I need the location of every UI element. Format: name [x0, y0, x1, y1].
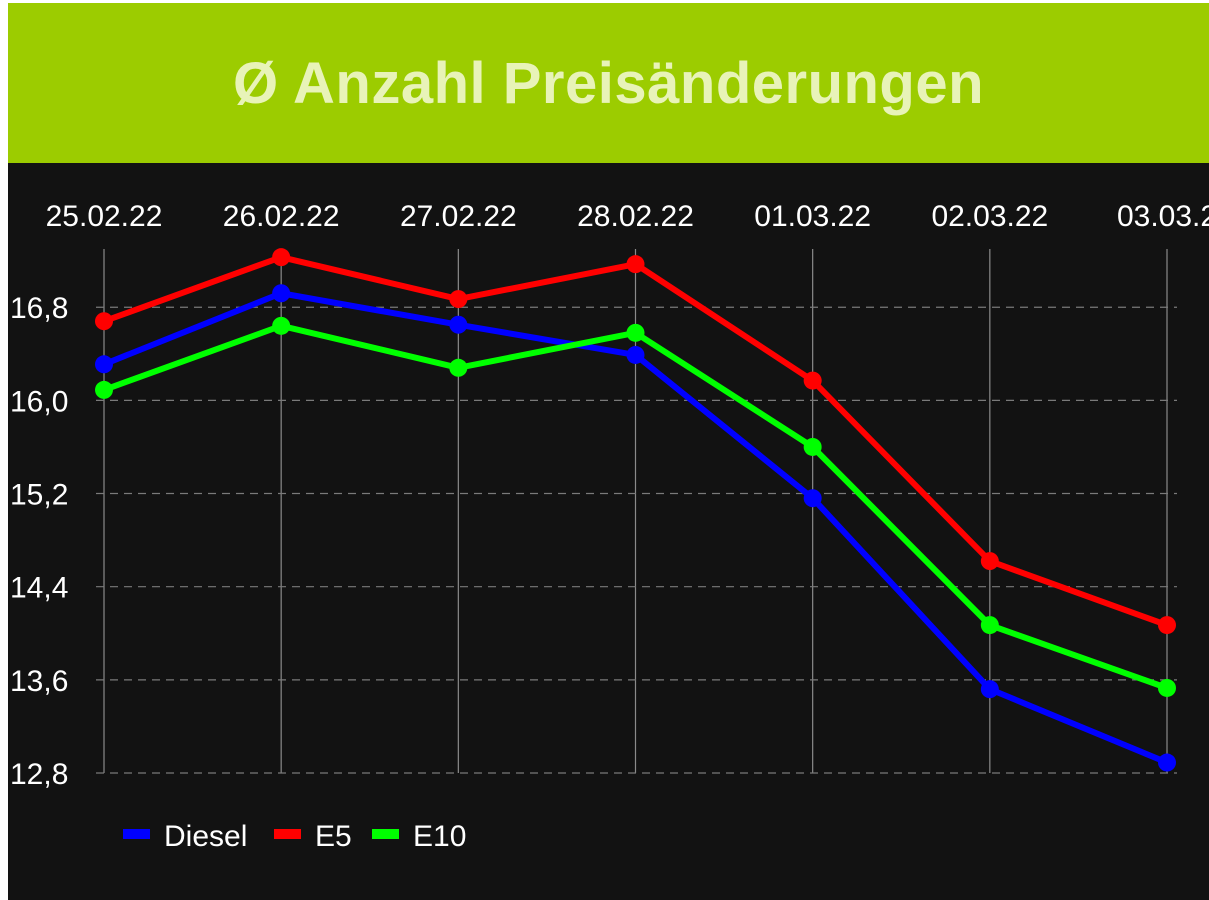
legend-label-e10: E10 — [413, 820, 466, 853]
legend-swatch-diesel — [123, 829, 150, 839]
data-point-e10 — [980, 616, 999, 635]
x-tick-label: 28.02.22 — [577, 200, 694, 233]
legend-swatch-e5 — [274, 829, 301, 839]
x-tick-label: 03.03.2 — [1117, 200, 1209, 233]
data-point-diesel — [272, 284, 291, 303]
app-screen: Ø Anzahl Preisänderungen 12,8 13,6 14,4 15,… — [8, 3, 1209, 900]
legend-label-diesel: Diesel — [164, 820, 247, 853]
data-point-diesel — [803, 489, 822, 508]
x-tick-label: 26.02.22 — [223, 200, 340, 233]
line-chart: 12,8 13,6 14,4 15,2 16,0 16,8 25.02.22 26.02.22… — [10, 200, 1209, 853]
data-point-e10 — [449, 358, 468, 377]
data-point-e5 — [272, 248, 291, 267]
y-tick-label: 14,4 — [10, 572, 68, 605]
data-point-diesel — [95, 355, 113, 374]
x-tick-label: 01.03.22 — [754, 200, 871, 233]
y-tick-label: 16,0 — [10, 385, 68, 418]
data-point-diesel — [1158, 753, 1176, 772]
data-point-e10 — [626, 323, 645, 342]
data-point-diesel — [980, 680, 999, 699]
y-tick-label: 15,2 — [10, 479, 68, 512]
y-tick-label: 12,8 — [10, 758, 68, 791]
data-point-diesel — [626, 345, 645, 364]
legend-label-e5: E5 — [315, 820, 352, 853]
data-point-e5 — [980, 552, 999, 571]
y-tick-label: 16,8 — [10, 292, 68, 325]
data-point-e5 — [803, 371, 822, 390]
data-point-e10 — [1158, 678, 1176, 697]
page-title: Ø Anzahl Preisänderungen — [232, 50, 985, 116]
data-point-diesel — [449, 315, 468, 334]
data-point-e5 — [626, 255, 645, 274]
data-point-e10 — [803, 437, 822, 456]
data-point-e5 — [449, 290, 468, 309]
y-tick-label: 13,6 — [10, 665, 68, 698]
x-tick-label: 25.02.22 — [46, 200, 163, 233]
x-tick-label: 27.02.22 — [400, 200, 517, 233]
data-point-e5 — [1158, 616, 1176, 635]
data-point-e5 — [95, 312, 113, 331]
data-point-e10 — [95, 380, 113, 399]
x-tick-label: 02.03.22 — [931, 200, 1048, 233]
header-bar: Ø Anzahl Preisänderungen — [8, 3, 1209, 163]
legend-swatch-e10 — [372, 829, 399, 839]
data-point-e10 — [272, 316, 291, 335]
